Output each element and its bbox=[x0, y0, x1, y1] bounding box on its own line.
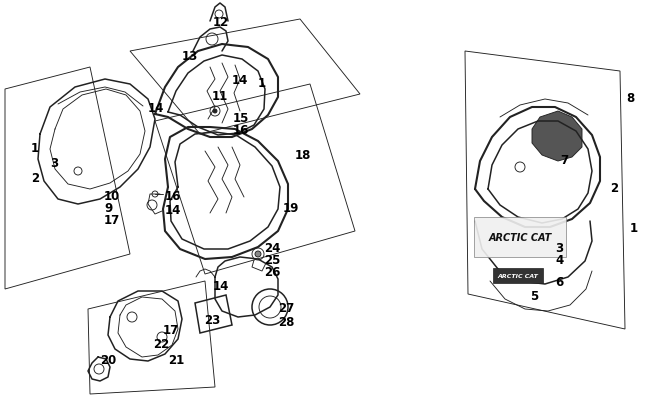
Text: 15: 15 bbox=[233, 111, 250, 124]
Text: 1: 1 bbox=[630, 221, 638, 234]
Text: 5: 5 bbox=[530, 289, 538, 302]
Text: 11: 11 bbox=[212, 89, 228, 102]
Text: 4: 4 bbox=[555, 254, 564, 267]
Text: 14: 14 bbox=[213, 279, 229, 292]
Text: 26: 26 bbox=[264, 266, 280, 279]
Text: 21: 21 bbox=[168, 353, 184, 366]
Text: 27: 27 bbox=[278, 301, 294, 314]
Text: 20: 20 bbox=[100, 353, 116, 366]
Text: 7: 7 bbox=[560, 153, 568, 166]
Text: 6: 6 bbox=[555, 275, 564, 288]
Text: 14: 14 bbox=[148, 101, 164, 114]
Text: 8: 8 bbox=[626, 91, 634, 104]
Text: 25: 25 bbox=[264, 254, 280, 267]
Text: 13: 13 bbox=[182, 49, 198, 62]
Text: 17: 17 bbox=[104, 214, 120, 227]
Text: 28: 28 bbox=[278, 315, 294, 328]
Text: ARCTIC CAT: ARCTIC CAT bbox=[488, 232, 552, 243]
Text: ARCTIC CAT: ARCTIC CAT bbox=[497, 273, 538, 278]
Text: 2: 2 bbox=[610, 181, 618, 194]
Text: 23: 23 bbox=[204, 313, 220, 326]
Polygon shape bbox=[532, 112, 582, 162]
Text: 14: 14 bbox=[232, 73, 248, 86]
Circle shape bbox=[213, 110, 217, 114]
Text: 3: 3 bbox=[555, 241, 563, 254]
Text: 9: 9 bbox=[104, 202, 112, 215]
Text: 1: 1 bbox=[258, 76, 266, 89]
Text: 3: 3 bbox=[50, 156, 58, 169]
Text: 16: 16 bbox=[233, 123, 250, 136]
Text: 16: 16 bbox=[165, 189, 181, 202]
Text: 17: 17 bbox=[163, 323, 179, 336]
Text: 22: 22 bbox=[153, 337, 169, 350]
Text: 14: 14 bbox=[165, 203, 181, 216]
Circle shape bbox=[255, 252, 261, 257]
Text: 1: 1 bbox=[31, 141, 39, 154]
Text: 19: 19 bbox=[283, 201, 300, 214]
Text: 10: 10 bbox=[104, 190, 120, 203]
Text: 18: 18 bbox=[295, 148, 311, 161]
Text: 24: 24 bbox=[264, 242, 280, 255]
Text: 2: 2 bbox=[31, 171, 39, 184]
Text: 12: 12 bbox=[213, 15, 229, 28]
